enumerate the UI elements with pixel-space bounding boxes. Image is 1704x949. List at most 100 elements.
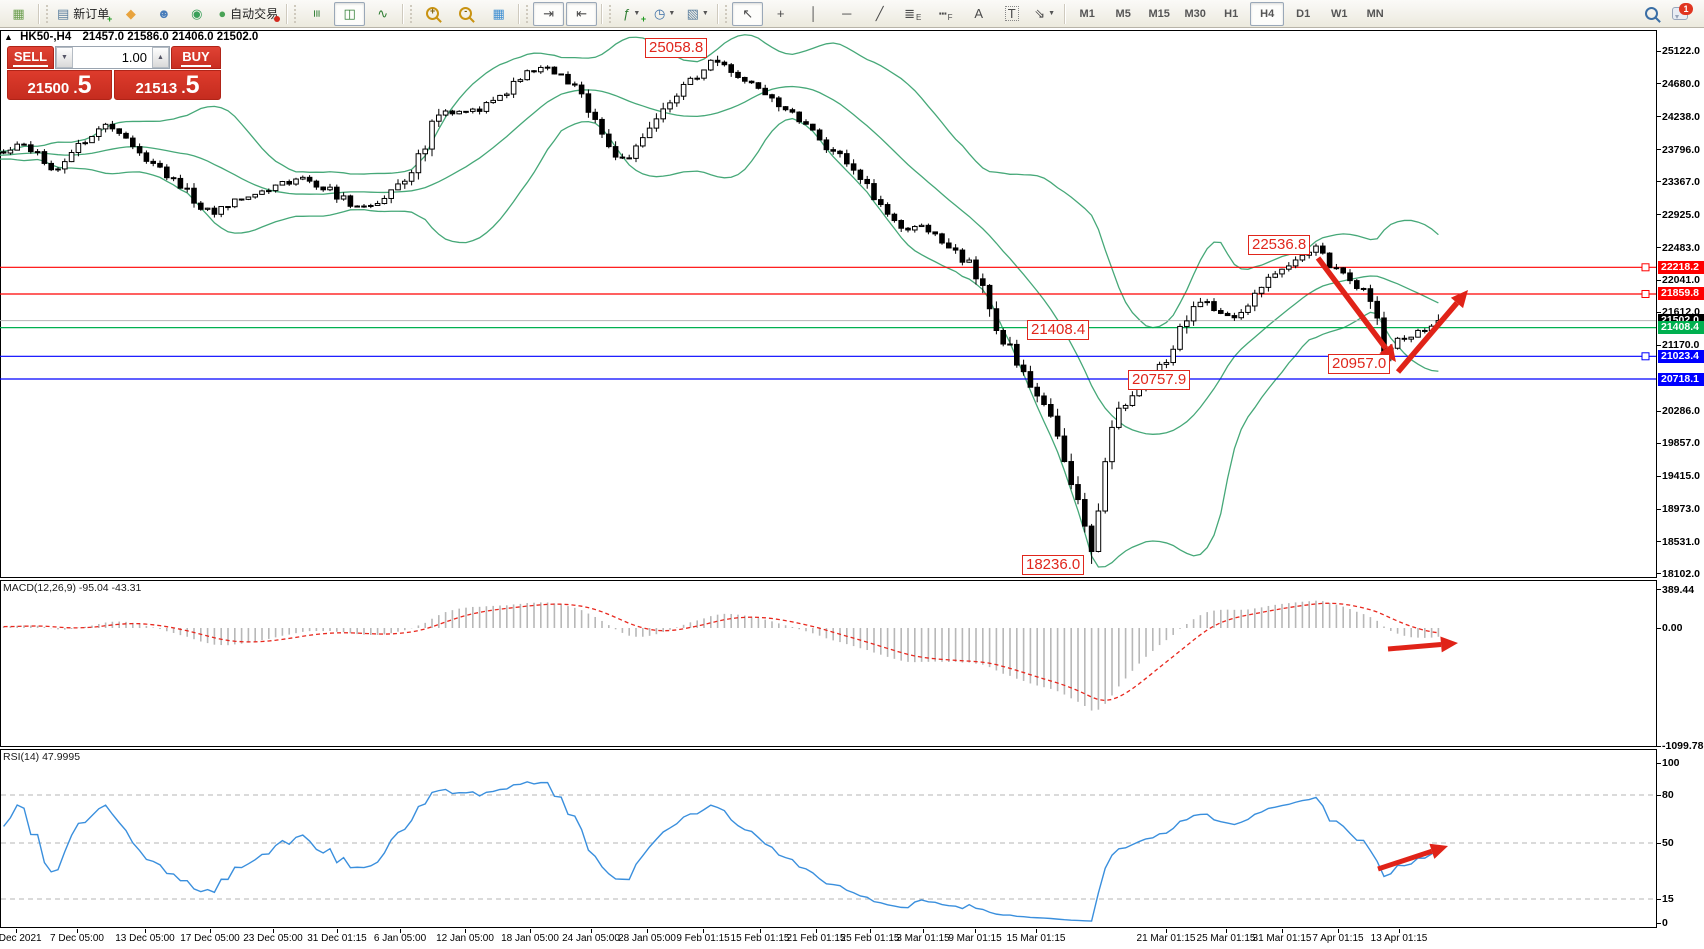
- axis-tick: [1657, 842, 1661, 844]
- time-tick: [77, 929, 78, 933]
- volume-input[interactable]: 1.00: [121, 50, 147, 65]
- price-tick-label: 18531.0: [1662, 535, 1700, 548]
- signals-icon[interactable]: ◉: [181, 2, 212, 26]
- time-label: 1 Dec 2021: [0, 933, 42, 944]
- chart-window-icon[interactable]: ▦: [3, 2, 34, 26]
- time-tick: [1338, 929, 1339, 933]
- time-tick: [870, 929, 871, 933]
- price-callout[interactable]: 18236.0: [1022, 555, 1085, 575]
- time-label: 12 Jan 05:00: [436, 933, 494, 944]
- zoom-in-button[interactable]: +: [417, 2, 448, 26]
- stop-dot-icon: [274, 15, 281, 22]
- price-level-badge: 22218.2: [1658, 260, 1704, 274]
- timeframe-m15[interactable]: M15: [1148, 7, 1170, 20]
- volume-increase-button[interactable]: ▲: [152, 47, 169, 68]
- timeframe-d1[interactable]: D1: [1296, 7, 1311, 20]
- bar-chart-button[interactable]: ≡: [301, 2, 332, 26]
- price-level-badge: 21859.8: [1658, 287, 1704, 301]
- vertical-line-button[interactable]: │: [798, 2, 829, 26]
- templates-button[interactable]: ▧ ▼: [686, 6, 709, 21]
- horizontal-line-button[interactable]: ─: [831, 2, 862, 26]
- auto-scroll-icon: ⇥: [543, 6, 555, 21]
- sell-button[interactable]: SELL: [7, 46, 54, 69]
- time-tick: [1282, 929, 1283, 933]
- trendline-button[interactable]: ╱: [864, 2, 895, 26]
- volume-decrease-button[interactable]: ▼: [56, 47, 73, 68]
- timeframe-h1[interactable]: H1: [1224, 7, 1239, 20]
- toolbar-grip: [293, 4, 299, 23]
- market-wizard-icon[interactable]: ◆: [115, 2, 146, 26]
- red-arrow-head: [1450, 290, 1468, 309]
- price-callout[interactable]: 20757.9: [1128, 370, 1191, 390]
- time-tick: [210, 929, 211, 933]
- candlestick-chart-button[interactable]: ◫: [334, 1, 366, 26]
- time-tick: [923, 929, 924, 933]
- chart-shift-button[interactable]: ⇤: [566, 1, 598, 26]
- price-callout[interactable]: 21408.4: [1027, 320, 1090, 340]
- time-label: 7 Apr 01:15: [1312, 933, 1364, 944]
- text-label-button[interactable]: T: [996, 2, 1027, 26]
- chart-shift-icon: ⇤: [576, 6, 588, 21]
- price-callout[interactable]: 20957.0: [1328, 354, 1391, 374]
- buy-price[interactable]: 21513 .5: [114, 70, 221, 100]
- crosshair-button[interactable]: +: [765, 2, 796, 26]
- main-chart-panel[interactable]: [0, 30, 1657, 578]
- macd-panel[interactable]: [0, 580, 1657, 747]
- new-order-button[interactable]: ▤ + 新订单: [57, 6, 113, 24]
- autotrading-button[interactable]: ● 自动交易: [218, 6, 281, 22]
- price-tick-label: 19415.0: [1662, 470, 1700, 483]
- axis-tick: [1657, 508, 1661, 510]
- sell-price[interactable]: 21500 .5: [7, 70, 112, 100]
- price-callout[interactable]: 22536.8: [1248, 235, 1311, 255]
- time-label: 24 Jan 05:00: [562, 933, 620, 944]
- search-icon[interactable]: [1645, 7, 1658, 20]
- text-button[interactable]: A: [963, 2, 994, 26]
- buy-button[interactable]: BUY: [171, 46, 221, 69]
- arrows-button[interactable]: ⇘ ▼: [1034, 6, 1056, 21]
- time-tick: [975, 929, 976, 933]
- periods-button[interactable]: ◷ ▼: [654, 6, 676, 21]
- main-frame: [0, 30, 1657, 578]
- chart-header: ▲ HK50-,H4 21457.0 21586.0 21406.0 21502…: [4, 31, 258, 43]
- rsi-label: RSI(14) 47.9995: [3, 751, 81, 763]
- macd-label: MACD(12,26,9) -95.04 -43.31: [3, 582, 142, 594]
- axis-tick: [1657, 50, 1661, 52]
- time-tick: [337, 929, 338, 933]
- collapse-icon[interactable]: ▲: [4, 32, 13, 42]
- volume-box: ▼ 1.00 ▲: [55, 46, 170, 69]
- time-label: 31 Mar 01:15: [1252, 933, 1312, 944]
- axis-tick: [1657, 541, 1661, 543]
- time-label: 13 Apr 01:15: [1370, 933, 1428, 944]
- fibo-retracement-button[interactable]: ≣ E: [904, 6, 922, 22]
- time-label: 3 Mar 01:15: [896, 933, 950, 944]
- time-tick: [530, 929, 531, 933]
- red-arrow: [1315, 256, 1389, 351]
- timeframe-mn[interactable]: MN: [1366, 7, 1384, 20]
- price-callout[interactable]: 25058.8: [645, 38, 708, 58]
- tile-windows-button[interactable]: ▦: [483, 2, 514, 26]
- cursor-button[interactable]: ↖: [732, 1, 764, 26]
- time-label: 15 Feb 01:15: [730, 933, 790, 944]
- timeframe-h4[interactable]: H4: [1250, 1, 1285, 26]
- rsi-panel[interactable]: [0, 749, 1657, 928]
- line-chart-button[interactable]: ∿: [367, 2, 398, 26]
- notifications-icon[interactable]: 1: [1672, 3, 1693, 20]
- vertical-line-icon: │: [809, 6, 818, 21]
- timeframe-m30[interactable]: M30: [1184, 7, 1206, 20]
- price-tick-label: 23367.0: [1662, 175, 1700, 188]
- red-arrow-head: [1379, 343, 1396, 362]
- red-arrow: [1377, 848, 1433, 872]
- timeframe-m1[interactable]: M1: [1079, 7, 1095, 20]
- zoom-out-button[interactable]: -: [450, 2, 481, 26]
- indicators-button[interactable]: ƒ + ▼: [623, 6, 647, 24]
- timeframe-w1[interactable]: W1: [1330, 7, 1348, 20]
- time-tick: [16, 929, 17, 933]
- price-tick-label: 0.00: [1662, 622, 1683, 634]
- level-handle: [1641, 352, 1650, 361]
- profiles-icon[interactable]: ☻: [148, 2, 179, 26]
- time-tick: [145, 929, 146, 933]
- fibo-expansion-button[interactable]: ┅ F: [938, 6, 953, 22]
- macd-signal-line: [3, 602, 1439, 702]
- timeframe-m5[interactable]: M5: [1115, 7, 1131, 20]
- auto-scroll-button[interactable]: ⇥: [533, 1, 565, 26]
